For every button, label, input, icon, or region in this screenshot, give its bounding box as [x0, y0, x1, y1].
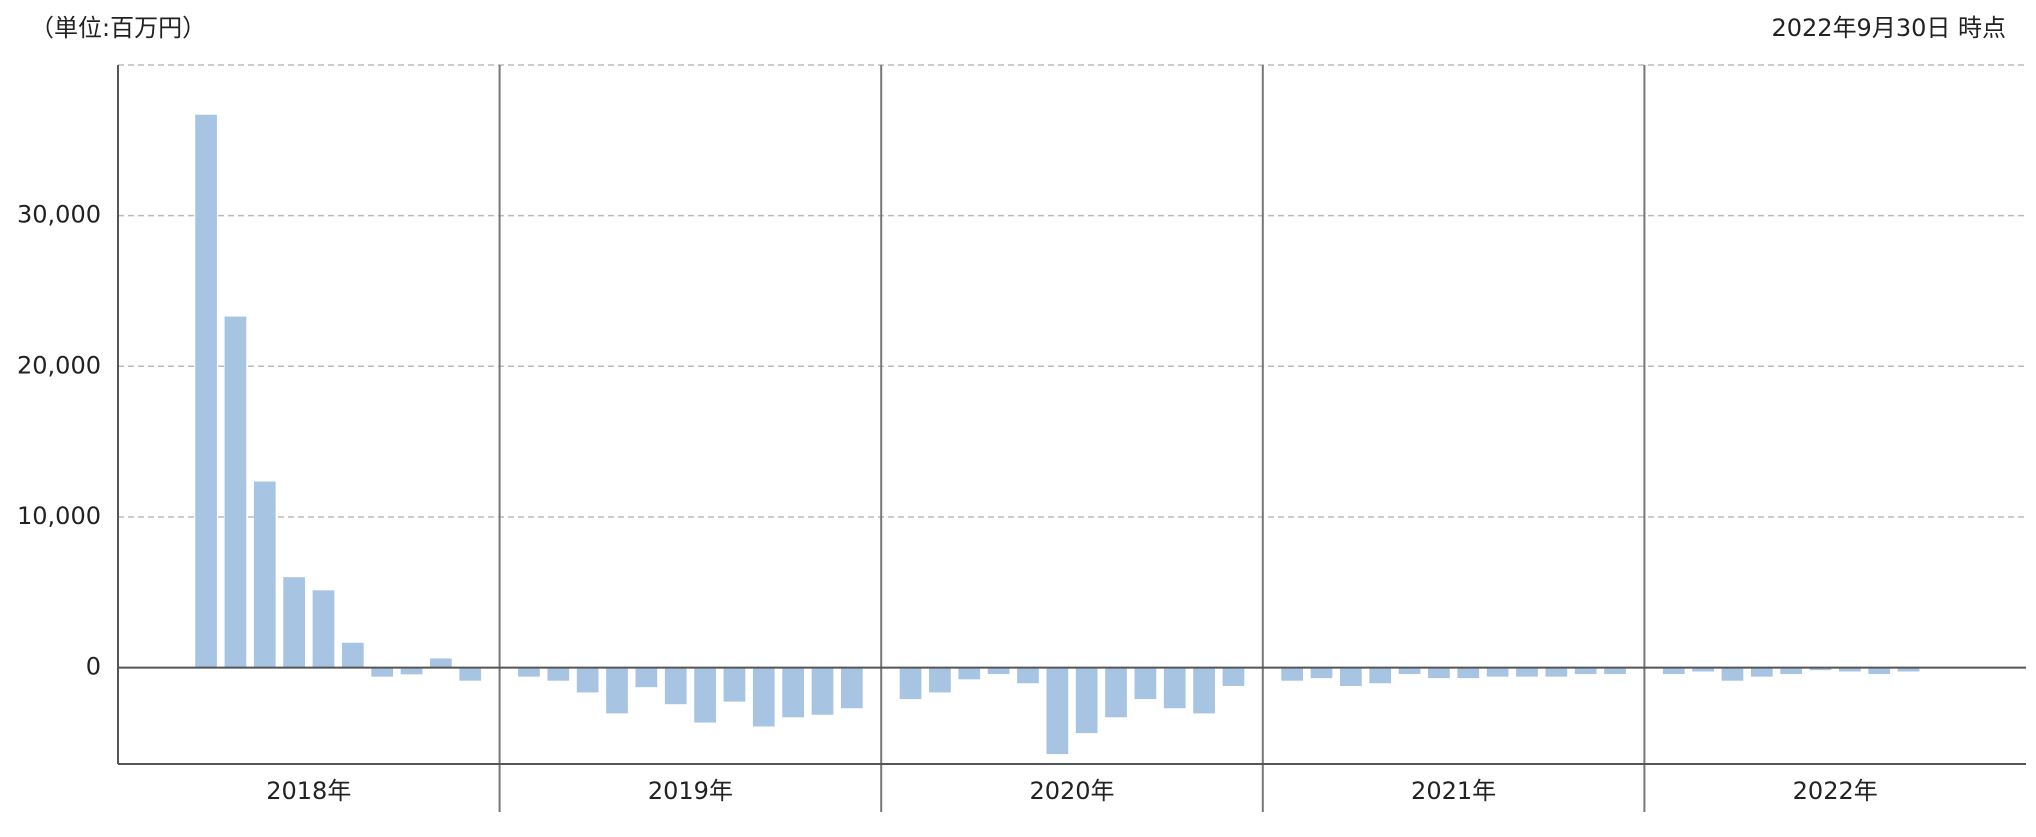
y-tick-label: 30,000 — [17, 201, 101, 229]
bar — [1662, 667, 1685, 675]
bar — [811, 667, 834, 715]
x-group-label: 2020年 — [1029, 777, 1114, 805]
bar — [341, 642, 364, 668]
bar — [958, 667, 981, 680]
bar — [1017, 667, 1039, 684]
bar — [1574, 667, 1597, 675]
bar — [1809, 667, 1832, 671]
bar — [1193, 667, 1215, 714]
bar — [782, 667, 804, 718]
bar — [664, 667, 687, 705]
bar — [400, 667, 423, 675]
bar — [840, 667, 863, 709]
bar — [547, 667, 570, 681]
x-group-label: 2018年 — [266, 777, 351, 805]
bar — [253, 481, 276, 668]
bar — [430, 658, 452, 668]
x-group-label: 2021年 — [1411, 777, 1496, 805]
date-label: 2022年9月30日 時点 — [1771, 14, 2006, 42]
bar — [1516, 667, 1538, 677]
x-group-label: 2022年 — [1793, 777, 1878, 805]
bar — [1604, 667, 1626, 675]
bar — [1428, 667, 1450, 679]
bar — [929, 667, 951, 693]
bar — [1486, 667, 1509, 677]
bar — [694, 667, 716, 723]
bar — [1163, 667, 1186, 709]
bar — [1457, 667, 1480, 679]
bar — [635, 667, 658, 688]
bar — [1897, 667, 1920, 672]
bar — [752, 667, 775, 727]
bar — [459, 667, 482, 681]
bar — [195, 114, 217, 668]
bar — [1839, 667, 1861, 672]
bar — [1105, 667, 1127, 718]
bar — [1340, 667, 1362, 686]
bar — [1868, 667, 1891, 675]
bar — [371, 667, 394, 677]
bar — [1310, 667, 1333, 679]
bar — [1281, 667, 1304, 681]
unit-label: （単位:百万円） — [30, 14, 206, 42]
bar — [576, 667, 599, 693]
bar — [518, 667, 540, 677]
bar — [606, 667, 628, 714]
bar — [1075, 667, 1098, 734]
bar — [1134, 667, 1157, 700]
bar — [1545, 667, 1568, 677]
bar — [1222, 667, 1245, 686]
bar — [1750, 667, 1773, 677]
bar — [283, 577, 305, 668]
bar — [899, 667, 922, 700]
bar — [723, 667, 746, 702]
bar — [1721, 667, 1744, 681]
bar — [312, 590, 335, 668]
y-tick-label: 10,000 — [17, 502, 101, 530]
y-tick-label: 20,000 — [17, 351, 101, 379]
y-tick-label: 0 — [86, 653, 101, 681]
bar — [1398, 667, 1421, 675]
bar — [987, 667, 1010, 675]
bar — [1369, 667, 1392, 684]
bar — [1692, 667, 1714, 672]
bar — [1046, 667, 1069, 755]
bar — [1780, 667, 1803, 675]
x-group-label: 2019年 — [648, 777, 733, 805]
bar — [224, 316, 247, 668]
